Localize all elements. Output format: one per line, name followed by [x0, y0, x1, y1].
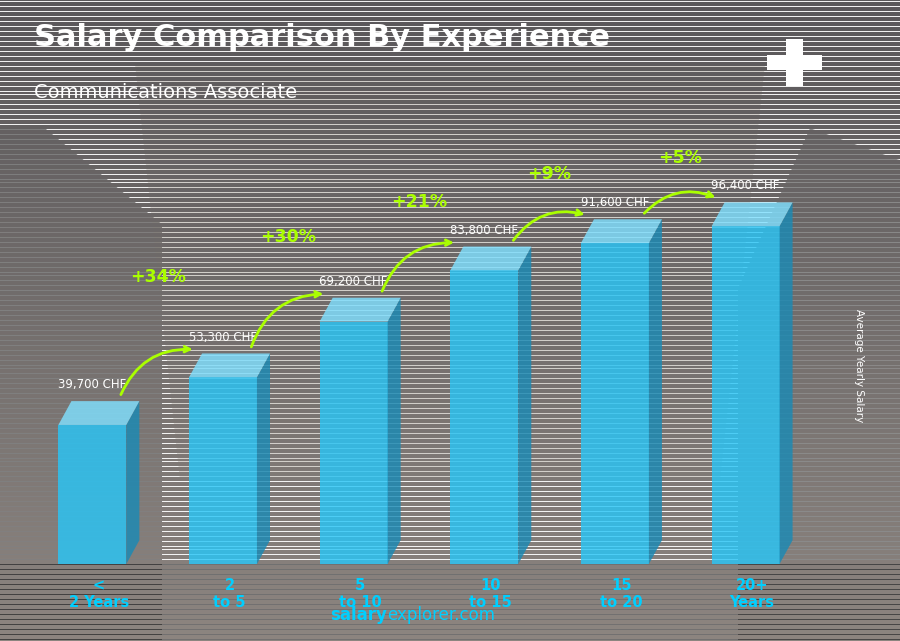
Text: 39,700 CHF: 39,700 CHF: [58, 378, 126, 391]
Text: 15: 15: [611, 578, 632, 593]
Text: salary: salary: [330, 606, 387, 624]
Polygon shape: [779, 203, 793, 564]
Text: 10: 10: [481, 578, 501, 593]
Polygon shape: [767, 55, 822, 70]
Text: Salary Comparison By Experience: Salary Comparison By Experience: [34, 23, 610, 52]
Text: to 20: to 20: [600, 595, 643, 610]
Text: +30%: +30%: [260, 228, 316, 246]
Text: 83,800 CHF: 83,800 CHF: [450, 224, 518, 237]
Polygon shape: [518, 247, 531, 564]
Text: 69,200 CHF: 69,200 CHF: [320, 275, 388, 288]
Text: +21%: +21%: [391, 193, 447, 211]
Polygon shape: [388, 297, 400, 564]
Text: +34%: +34%: [130, 268, 185, 286]
Polygon shape: [256, 353, 270, 564]
Text: to 10: to 10: [338, 595, 382, 610]
Polygon shape: [135, 64, 765, 481]
Text: +5%: +5%: [658, 149, 702, 167]
Polygon shape: [0, 128, 162, 641]
Text: +9%: +9%: [527, 165, 572, 183]
Polygon shape: [189, 353, 270, 378]
Polygon shape: [712, 226, 779, 564]
Polygon shape: [0, 564, 900, 641]
Polygon shape: [738, 128, 900, 641]
Text: Communications Associate: Communications Associate: [34, 83, 297, 103]
Polygon shape: [450, 271, 518, 564]
Text: Average Yearly Salary: Average Yearly Salary: [854, 309, 865, 422]
Polygon shape: [450, 247, 531, 271]
Text: to 5: to 5: [213, 595, 246, 610]
Text: explorer.com: explorer.com: [387, 606, 495, 624]
Text: 53,300 CHF: 53,300 CHF: [189, 331, 257, 344]
Text: <: <: [93, 578, 105, 593]
Text: 5: 5: [355, 578, 365, 593]
Polygon shape: [320, 322, 388, 564]
Polygon shape: [189, 378, 256, 564]
Polygon shape: [712, 203, 793, 226]
Polygon shape: [320, 297, 400, 322]
Polygon shape: [58, 401, 140, 425]
Text: to 15: to 15: [470, 595, 512, 610]
Polygon shape: [126, 401, 140, 564]
Text: Years: Years: [730, 595, 775, 610]
Text: 20+: 20+: [736, 578, 769, 593]
Polygon shape: [58, 425, 126, 564]
Polygon shape: [786, 39, 803, 86]
Text: 91,600 CHF: 91,600 CHF: [580, 196, 649, 210]
Polygon shape: [580, 243, 649, 564]
Text: 2 Years: 2 Years: [68, 595, 129, 610]
Polygon shape: [649, 219, 662, 564]
Polygon shape: [580, 219, 662, 243]
Text: 96,400 CHF: 96,400 CHF: [711, 179, 779, 192]
Text: 2: 2: [224, 578, 235, 593]
